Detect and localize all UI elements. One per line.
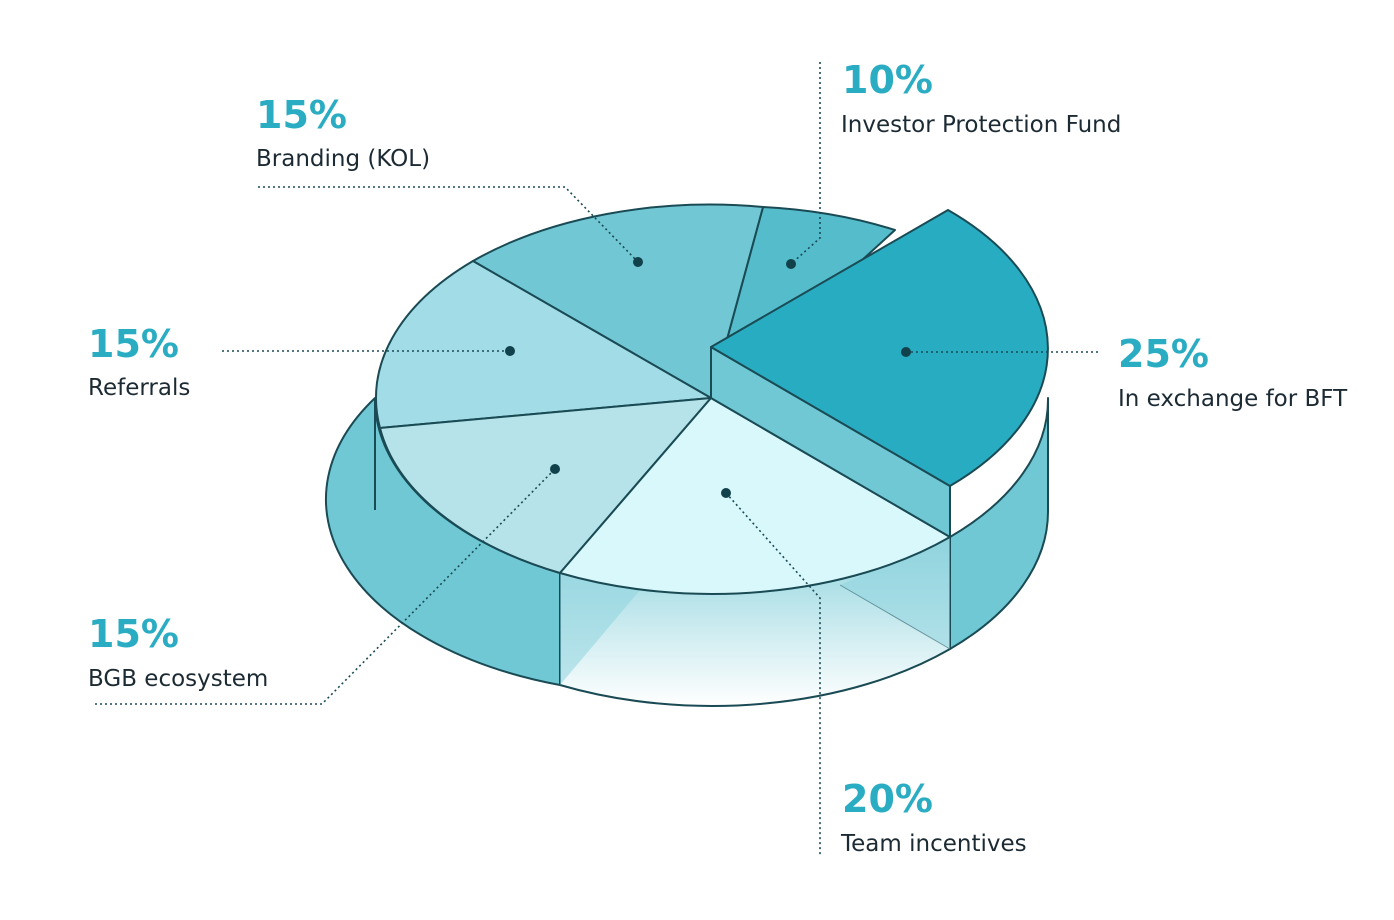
pct-investor: 10% [842,58,933,102]
label-referrals: Referrals [88,375,190,401]
dot-branding [633,257,643,267]
slice-bgb-ecosystem [379,397,712,574]
label-branding: Branding (KOL) [256,146,430,172]
front-bottom-arc [559,648,951,707]
leader-team [725,492,821,855]
leader-bgb [95,468,556,705]
pct-referrals: 15% [88,322,179,366]
pie-side-walls [324,397,1050,707]
dot-team [721,488,731,498]
slice-bft-top [710,209,1049,487]
pct-team: 20% [842,777,933,821]
front-faded-wall [560,537,950,706]
label-investor: Investor Protection Fund [841,112,1121,138]
label-bft: In exchange for BFT [1118,386,1348,412]
right-side-wall [949,397,1050,650]
leader-branding [258,186,639,263]
slice-branding [472,203,764,399]
leader-lines [95,62,1098,855]
slice-referrals [375,260,712,429]
dot-referrals [505,346,515,356]
leader-investor [790,62,821,265]
pct-bgb: 15% [88,612,179,656]
slice-labels: 15% Branding (KOL) 10% Investor Protecti… [88,58,1348,857]
slice-team-incentives [559,397,951,595]
dot-investor [786,259,796,269]
dot-bgb [550,464,560,474]
label-team: Team incentives [840,831,1027,857]
inner-wall-left [560,573,640,685]
inner-wall-line [839,584,951,650]
inner-wall-right [840,537,950,649]
pie-top-slices [375,203,1049,595]
dot-bft [901,347,911,357]
anchor-dots [505,257,911,498]
pct-bft: 25% [1118,332,1209,376]
pct-branding: 15% [256,93,347,137]
label-bgb: BGB ecosystem [88,666,268,692]
